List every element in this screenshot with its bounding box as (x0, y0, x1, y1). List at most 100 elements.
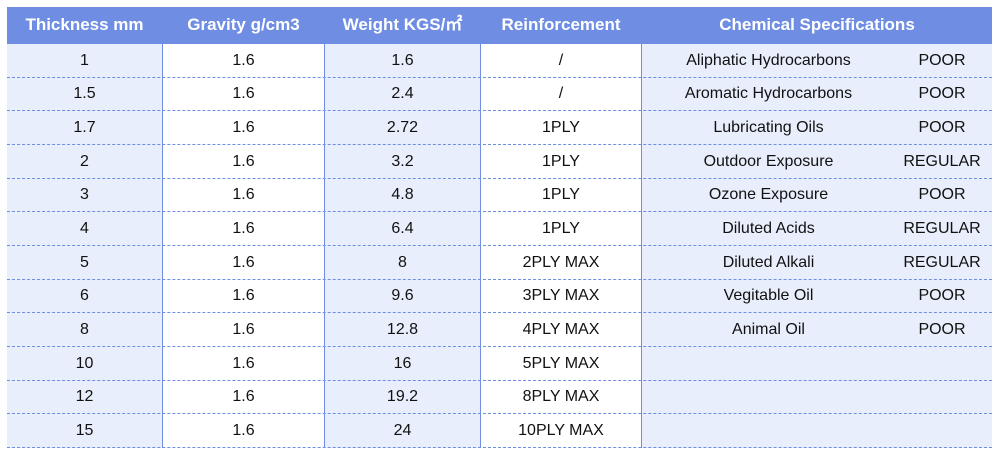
cell-gravity: 1.6 (232, 85, 255, 103)
cell-background (325, 212, 480, 246)
cell-thickness: 6 (80, 287, 89, 305)
cell-background (163, 111, 324, 145)
cell-background (481, 347, 641, 381)
cell-chemical-name: Aromatic Hydrocarbons (684, 85, 853, 103)
cell-weight: 19.2 (386, 388, 419, 406)
cell-background (325, 111, 480, 145)
table-row: 1.7 1.6 2.72 1PLY Lubricating Oils POOR (7, 111, 992, 145)
cell-weight: 4.8 (391, 186, 414, 204)
cell-background (325, 44, 480, 78)
row-divider (7, 413, 992, 415)
cell-reinforcement: 4PLY MAX (522, 321, 600, 339)
cell-background (325, 313, 480, 347)
cell-thickness: 1 (80, 51, 89, 69)
cell-thickness: 1.7 (73, 119, 96, 137)
cell-chemical-rating: REGULAR (903, 220, 981, 238)
cell-background (481, 111, 641, 145)
cell-background (481, 212, 641, 246)
cell-weight: 9.6 (391, 287, 414, 305)
cell-weight: 24 (393, 422, 412, 440)
table-row: 1.5 1.6 2.4 / Aromatic Hydrocarbons POOR (7, 77, 992, 112)
column-divider (641, 44, 642, 448)
cell-background (481, 44, 641, 78)
cell-background (642, 279, 992, 314)
cell-thickness: 5 (80, 253, 89, 271)
cell-chemical-name (642, 414, 895, 448)
cell-gravity: 1.6 (232, 186, 255, 204)
cell-background (7, 414, 162, 448)
cell-reinforcement: 2PLY MAX (522, 253, 600, 271)
cell-background (7, 145, 162, 179)
header-weight: Weight KGS/㎡ (342, 15, 463, 34)
cell-chemical-rating (885, 381, 999, 415)
cell-chemical-rating: POOR (918, 287, 966, 305)
cell-background (325, 246, 480, 280)
table-row: 8 1.6 12.8 4PLY MAX Animal Oil POOR (7, 313, 992, 347)
cell-background (642, 313, 992, 347)
cell-weight: 12.8 (386, 321, 419, 339)
row-divider (7, 379, 992, 381)
cell-background (642, 44, 992, 78)
header-reinforcement: Reinforcement (501, 15, 621, 34)
cell-background (325, 347, 480, 381)
row-divider (7, 312, 992, 314)
cell-background (325, 414, 480, 448)
cell-background (481, 77, 641, 112)
cell-background (642, 347, 992, 381)
cell-thickness: 12 (75, 388, 94, 406)
table-header: Thickness mm Gravity g/cm3 Weight KGS/㎡ … (7, 7, 992, 43)
cell-background (163, 279, 324, 314)
table-row: 10 1.6 16 5PLY MAX (7, 347, 992, 381)
cell-background (163, 380, 324, 415)
cell-weight: 3.2 (391, 152, 414, 170)
cell-reinforcement: 1PLY (542, 220, 580, 238)
cell-chemical-rating: POOR (918, 51, 966, 69)
column-divider (480, 44, 481, 448)
cell-chemical-name: Aliphatic Hydrocarbons (686, 51, 851, 69)
cell-background (163, 178, 324, 213)
cell-background (7, 212, 162, 246)
cell-chemical-rating: REGULAR (903, 152, 981, 170)
cell-background (642, 77, 992, 112)
cell-thickness: 1.5 (73, 85, 96, 103)
cell-background (7, 313, 162, 347)
header-gravity: Gravity g/cm3 (187, 15, 300, 34)
cell-reinforcement: 5PLY MAX (522, 354, 600, 372)
cell-reinforcement: 3PLY MAX (522, 287, 600, 305)
cell-chemical-name: Animal Oil (732, 321, 805, 339)
cell-background (481, 279, 641, 314)
cell-background (7, 111, 162, 145)
cell-gravity: 1.6 (232, 354, 255, 372)
cell-background (481, 246, 641, 280)
cell-chemical-name: Lubricating Oils (713, 119, 824, 137)
table-row: 15 1.6 24 10PLY MAX (7, 414, 992, 448)
cell-background (7, 246, 162, 280)
table-row: 5 1.6 8 2PLY MAX Diluted Alkali REGULAR (7, 246, 992, 280)
row-divider (7, 177, 992, 179)
column-divider (162, 44, 163, 448)
cell-thickness: 2 (80, 152, 89, 170)
cell-background (481, 380, 641, 415)
cell-weight: 16 (393, 354, 412, 372)
cell-thickness: 4 (80, 220, 89, 238)
column-divider (324, 44, 325, 448)
cell-background (325, 145, 480, 179)
cell-chemical-rating: POOR (918, 186, 966, 204)
cell-gravity: 1.6 (232, 220, 255, 238)
cell-reinforcement: 1PLY (542, 186, 580, 204)
cell-weight: 1.6 (391, 51, 414, 69)
cell-background (7, 279, 162, 314)
cell-background (642, 111, 992, 145)
cell-background (163, 212, 324, 246)
cell-background (642, 178, 992, 213)
cell-background (642, 414, 992, 448)
table-row: 6 1.6 9.6 3PLY MAX Vegitable Oil POOR (7, 279, 992, 314)
row-divider (7, 244, 992, 246)
cell-weight: 2.72 (386, 119, 419, 137)
row-divider (7, 76, 992, 78)
cell-background (163, 414, 324, 448)
cell-thickness: 8 (80, 321, 89, 339)
cell-background (481, 414, 641, 448)
cell-background (7, 44, 162, 78)
cell-background (481, 145, 641, 179)
